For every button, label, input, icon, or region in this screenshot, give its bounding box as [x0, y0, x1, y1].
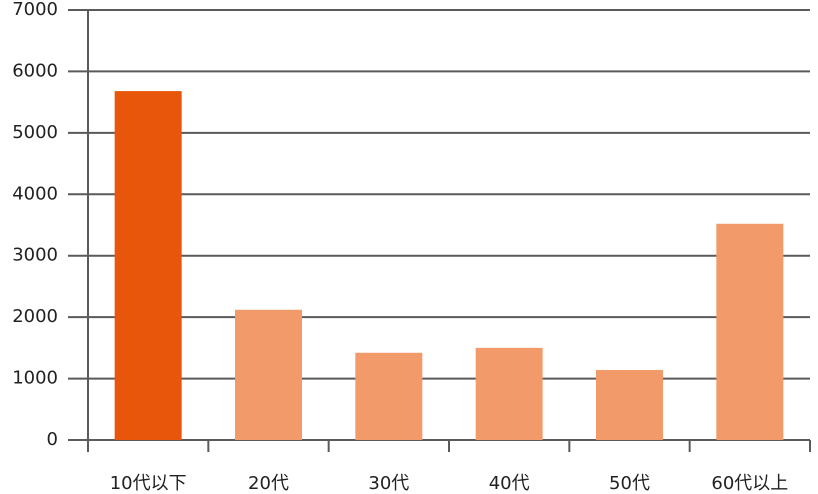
y-tick-label: 7000 [12, 0, 58, 20]
bar [716, 223, 784, 440]
y-tick-label: 6000 [12, 60, 58, 81]
x-tick-label: 50代 [609, 473, 650, 494]
y-tick-label: 5000 [12, 122, 58, 143]
bar [596, 369, 663, 440]
x-tick-label: 20代 [248, 473, 289, 494]
y-tick-label: 0 [47, 429, 58, 450]
x-tick-label: 10代以下 [110, 473, 187, 494]
x-tick-label: 60代以上 [711, 473, 788, 494]
x-tick-label: 30代 [368, 473, 409, 494]
bar [114, 91, 182, 440]
y-tick-label: 2000 [12, 306, 58, 327]
bar [355, 352, 423, 440]
x-tick-label: 40代 [489, 473, 530, 494]
y-tick-label: 3000 [12, 245, 58, 266]
y-tick-label: 4000 [12, 183, 58, 204]
bar [235, 309, 302, 440]
y-tick-label: 1000 [12, 368, 58, 389]
bar [475, 347, 543, 440]
